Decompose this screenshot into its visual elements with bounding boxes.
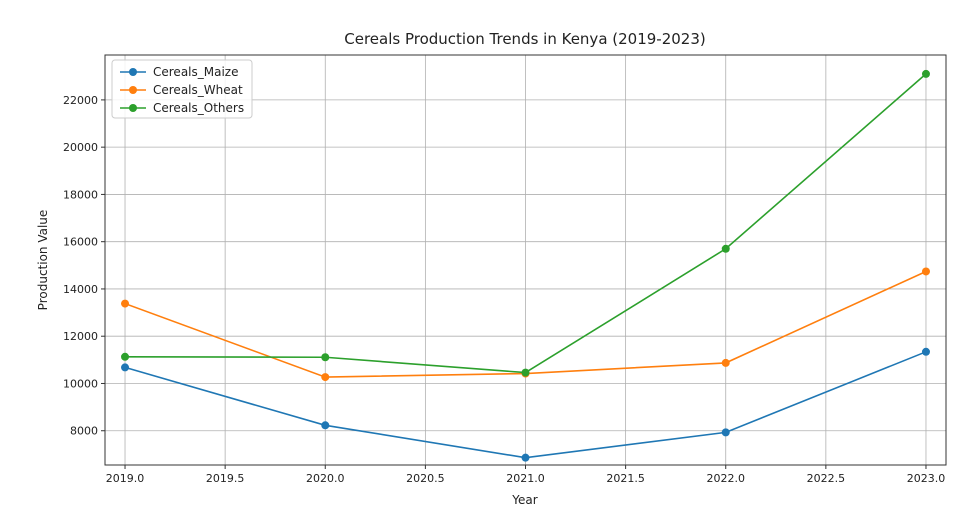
x-tick-label: 2019.5 bbox=[206, 472, 245, 485]
y-tick-label: 8000 bbox=[70, 425, 98, 438]
chart-title: Cereals Production Trends in Kenya (2019… bbox=[344, 30, 706, 48]
x-tick-label: 2022.0 bbox=[706, 472, 745, 485]
legend-marker bbox=[129, 68, 137, 76]
x-tick-label: 2021.0 bbox=[506, 472, 545, 485]
data-point bbox=[521, 453, 530, 462]
legend-marker bbox=[129, 104, 137, 112]
x-tick-label: 2020.5 bbox=[406, 472, 445, 485]
data-point bbox=[721, 428, 730, 437]
y-tick-label: 18000 bbox=[63, 188, 98, 201]
data-point bbox=[321, 421, 330, 430]
data-point bbox=[521, 368, 530, 377]
legend-label: Cereals_Maize bbox=[153, 65, 238, 79]
x-axis: 2019.0 2019.5 2020.0 2020.5 2021.0 2021.5 2022… bbox=[106, 465, 945, 485]
legend-marker bbox=[129, 86, 137, 94]
x-tick-label: 2021.5 bbox=[606, 472, 645, 485]
x-axis-label: Year bbox=[511, 493, 537, 507]
y-tick-label: 20000 bbox=[63, 141, 98, 154]
y-tick-label: 10000 bbox=[63, 377, 98, 390]
grid bbox=[105, 55, 946, 465]
y-tick-label: 12000 bbox=[63, 330, 98, 343]
data-point bbox=[921, 347, 930, 356]
legend-label: Cereals_Others bbox=[153, 101, 244, 115]
data-point bbox=[321, 373, 330, 382]
x-tick-label: 2019.0 bbox=[106, 472, 145, 485]
x-tick-label: 2020.0 bbox=[306, 472, 345, 485]
data-point bbox=[121, 363, 130, 372]
data-point bbox=[721, 358, 730, 367]
y-axis: 8000 10000 12000 14000 16000 18000 20000 22000 bbox=[63, 94, 105, 438]
series-layer bbox=[121, 69, 930, 462]
y-tick-label: 14000 bbox=[63, 283, 98, 296]
legend: Cereals_Maize Cereals_Wheat Cereals_Others bbox=[111, 59, 253, 119]
legend-box bbox=[111, 59, 253, 119]
x-tick-label: 2023.0 bbox=[907, 472, 946, 485]
data-point bbox=[921, 267, 930, 276]
data-point bbox=[921, 69, 930, 78]
data-point bbox=[721, 244, 730, 253]
y-tick-label: 22000 bbox=[63, 94, 98, 107]
y-tick-label: 16000 bbox=[63, 236, 98, 249]
y-axis-label: Production Value bbox=[36, 210, 50, 311]
x-tick-label: 2022.5 bbox=[807, 472, 846, 485]
data-point bbox=[321, 353, 330, 362]
legend-label: Cereals_Wheat bbox=[153, 83, 243, 97]
data-point bbox=[121, 352, 130, 361]
data-point bbox=[121, 299, 130, 308]
